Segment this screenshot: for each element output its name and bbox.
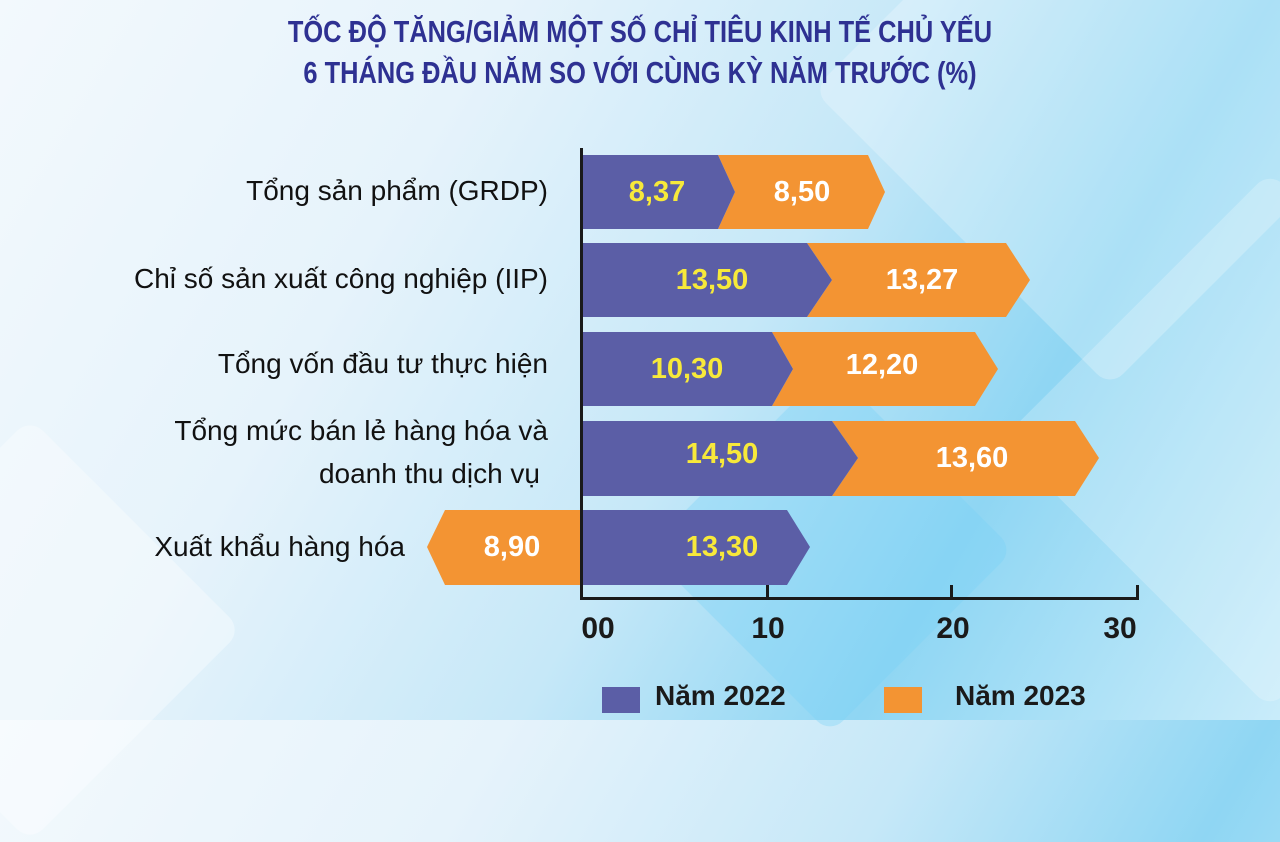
category-label-grdp: Tổng sản phẩm (GRDP) [246,175,548,206]
value-2023-investment: 12,20 [845,349,919,381]
x-axis-tick-20 [950,585,953,599]
x-axis-line [580,597,1139,600]
x-tick-label-10: 10 [751,612,785,645]
category-label-export: Xuất khẩu hàng hóa [154,531,405,562]
value-2022-retail: 14,50 [685,438,759,470]
chart-title-line1: TỐC ĐỘ TĂNG/GIẢM MỘT SỐ CHỈ TIÊU KINH TẾ… [287,14,993,49]
bar-row-investment: 10,30 12,20 [582,332,1012,406]
value-2023-export: 8,90 [483,531,541,563]
category-label-iip: Chỉ số sản xuất công nghiệp (IIP) [133,263,548,294]
value-2022-grdp: 8,37 [628,176,686,208]
bar-shapes [582,421,1099,496]
bar-row-retail: 14,50 13,60 [582,421,1112,496]
value-2022-investment: 10,30 [650,353,724,385]
background-shape [0,417,243,842]
value-2022-iip: 13,50 [675,264,749,296]
value-2023-iip: 13,27 [885,264,959,296]
bar-shapes [582,332,998,406]
bar-shapes [427,510,582,585]
value-2023-retail: 13,60 [935,442,1009,474]
bar-export-2022: 13,30 [582,510,822,585]
category-label-retail-line2: doanh thu dịch vụ [318,458,540,489]
y-axis-line [580,148,583,599]
x-axis-tick-10 [766,585,769,599]
x-tick-label-0: 00 [581,612,615,645]
bar-row-iip: 13,50 13,27 [582,243,1042,317]
category-label-retail-line1: Tổng mức bán lẻ hàng hóa và [174,415,548,446]
chart-title-line2: 6 THÁNG ĐẦU NĂM SO VỚI CÙNG KỲ NĂM TRƯỚC… [303,55,977,90]
legend-label-2022: Năm 2022 [655,680,786,711]
x-axis-tick-30 [1136,585,1139,599]
bar-export-2023-negative: 8,90 [427,510,582,585]
legend-swatch-2023 [884,687,922,713]
x-tick-label-30: 30 [1103,612,1137,645]
category-label-investment: Tổng vốn đầu tư thực hiện [217,348,548,379]
x-tick-label-20: 20 [936,612,970,645]
bar-shapes [582,243,1030,317]
legend-label-2023: Năm 2023 [955,680,1086,711]
legend-swatch-2022 [602,687,640,713]
bar-row-grdp: 8,37 8,50 [582,155,892,229]
bar-shapes [582,155,885,229]
bar-shapes [582,510,810,585]
value-2022-export: 13,30 [685,531,759,563]
value-2023-grdp: 8,50 [773,176,831,208]
